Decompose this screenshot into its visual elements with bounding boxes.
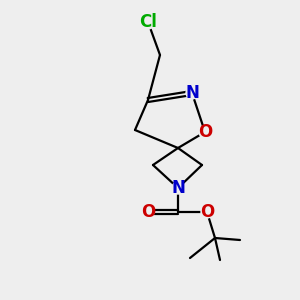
Text: O: O (200, 203, 214, 221)
Circle shape (199, 126, 211, 138)
Text: N: N (171, 179, 185, 197)
Text: Cl: Cl (139, 13, 157, 31)
Text: O: O (198, 123, 212, 141)
Circle shape (172, 182, 184, 194)
Circle shape (141, 15, 155, 29)
Text: N: N (185, 84, 199, 102)
Circle shape (142, 206, 154, 218)
Circle shape (201, 206, 213, 218)
Circle shape (186, 87, 198, 99)
Text: O: O (141, 203, 155, 221)
